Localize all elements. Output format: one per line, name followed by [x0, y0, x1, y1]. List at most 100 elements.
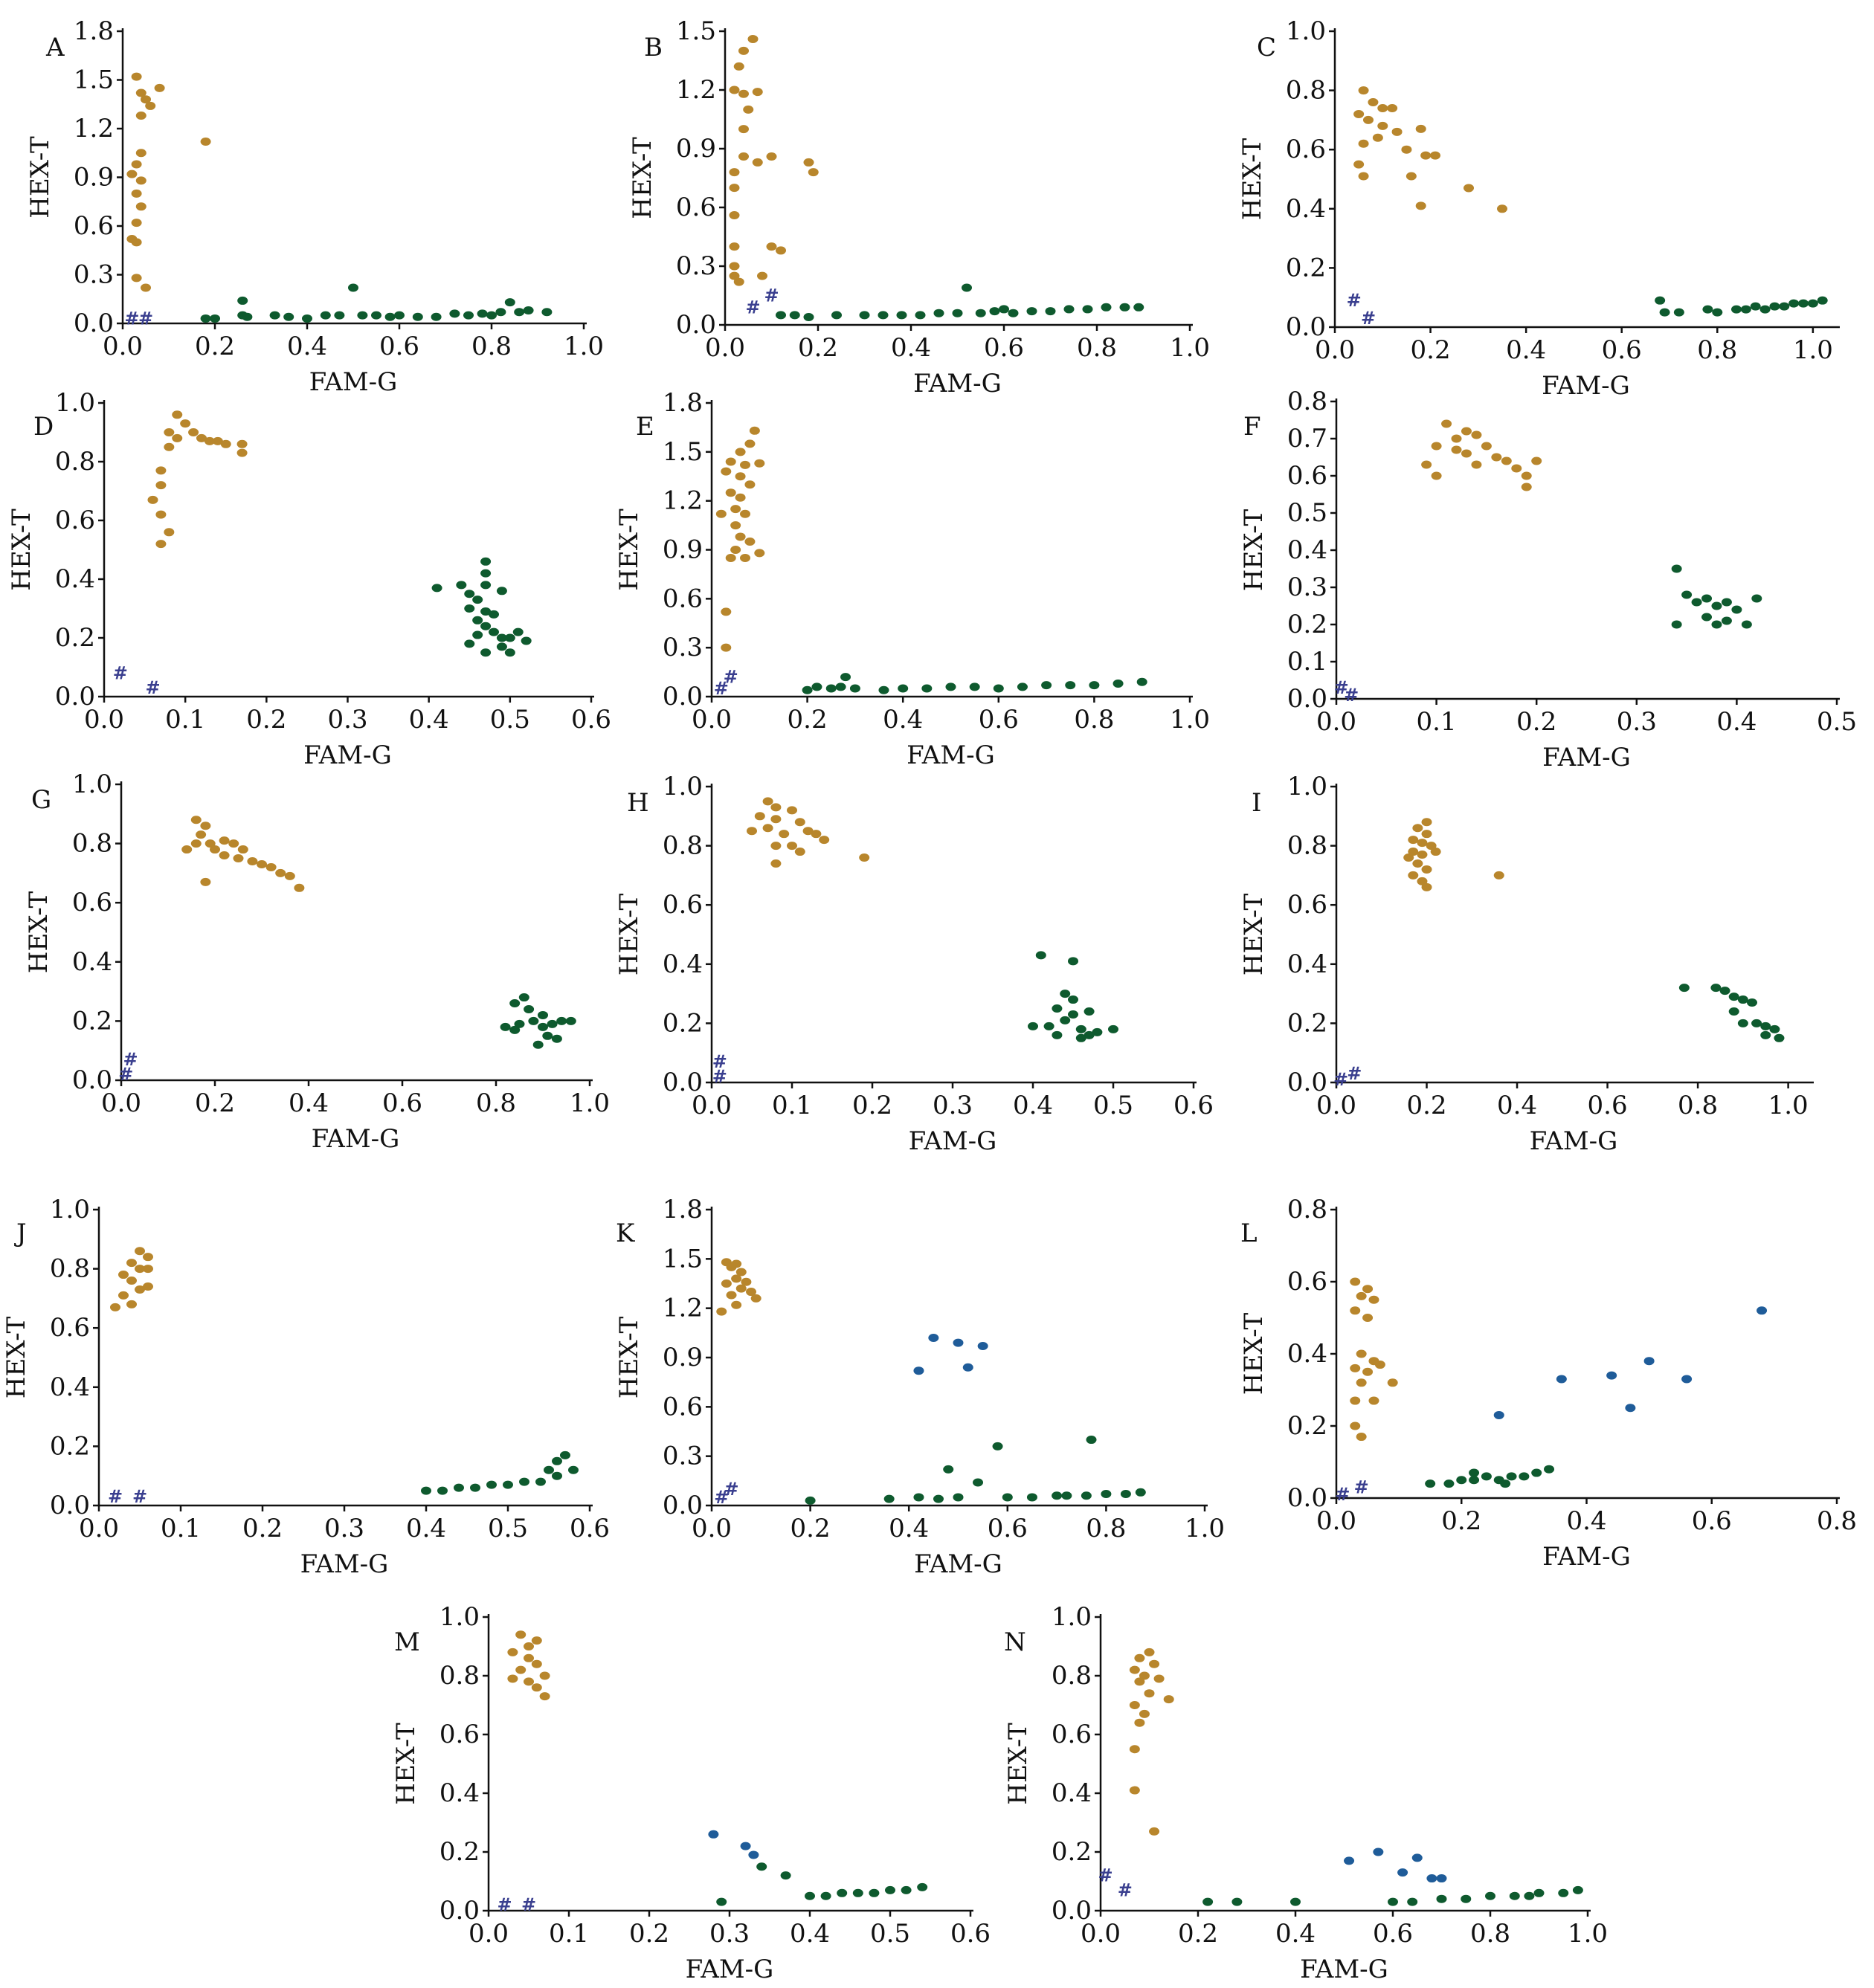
- data-point: [437, 1486, 448, 1495]
- data-point: [1728, 1007, 1739, 1016]
- data-point: [1368, 98, 1379, 107]
- y-axis-label: HEX-T: [1239, 1312, 1269, 1395]
- data-point: [729, 242, 740, 251]
- data-point: [118, 1271, 129, 1279]
- data-point: [135, 112, 146, 120]
- y-tick-label: 0.8: [1286, 76, 1326, 106]
- data-point: [1415, 124, 1426, 133]
- data-point: [1113, 679, 1124, 688]
- x-tick-label: 0.8: [1678, 1091, 1718, 1120]
- data-point: [219, 836, 230, 845]
- data-point: [236, 448, 248, 457]
- data-point: [421, 1486, 431, 1495]
- data-point: [733, 62, 744, 71]
- x-tick-label: 0.6: [382, 1088, 422, 1118]
- data-point: [1108, 1024, 1118, 1033]
- data-point: [532, 1040, 544, 1049]
- y-tick-label: 0.4: [1286, 194, 1326, 224]
- data-point: [1052, 1491, 1063, 1500]
- y-tick-label: 0.0: [663, 1068, 703, 1097]
- data-point: [514, 308, 525, 317]
- y-tick-label: 1.5: [676, 16, 716, 46]
- series-ntc: ##: [1098, 1865, 1132, 1901]
- data-point: [242, 312, 253, 321]
- data-point: [547, 1019, 558, 1028]
- data-point: [1807, 299, 1818, 308]
- data-point: [1481, 1472, 1492, 1481]
- ntc-point: #: [714, 678, 729, 699]
- data-point: [164, 528, 175, 537]
- y-tick-label: 0.6: [55, 506, 95, 535]
- y-tick-label: 0.0: [663, 682, 703, 711]
- data-point: [1412, 824, 1423, 833]
- data-point: [811, 682, 822, 691]
- data-point: [738, 46, 749, 55]
- data-point: [744, 538, 756, 546]
- data-point: [394, 311, 405, 320]
- series-t: [147, 410, 248, 549]
- data-point: [808, 168, 819, 177]
- ntc-point: #: [1098, 1865, 1113, 1886]
- x-tick-label: 0.5: [1093, 1091, 1133, 1120]
- y-tick-label: 0.8: [1287, 387, 1327, 416]
- data-point: [1002, 1493, 1013, 1502]
- data-point: [1461, 427, 1472, 436]
- x-tick-label: 0.0: [1316, 1506, 1356, 1536]
- ntc-point: #: [1344, 685, 1359, 706]
- data-point: [143, 1265, 153, 1274]
- data-point: [913, 1493, 924, 1502]
- data-point: [1558, 1888, 1569, 1897]
- ntc-point: #: [113, 662, 128, 683]
- y-tick-label: 0.6: [676, 193, 716, 222]
- data-point: [921, 684, 933, 693]
- y-tick-label: 0.6: [1287, 1267, 1327, 1297]
- data-point: [1387, 1378, 1398, 1387]
- data-point: [969, 682, 980, 691]
- x-tick-label: 0.4: [1013, 1091, 1053, 1120]
- data-point: [1043, 1022, 1054, 1030]
- series-ntc: ##: [108, 1486, 147, 1507]
- data-point: [917, 1882, 928, 1891]
- x-tick-label: 0.1: [1417, 707, 1457, 737]
- data-point: [220, 439, 231, 448]
- x-tick-label: 0.5: [870, 1919, 910, 1949]
- data-point: [521, 636, 532, 645]
- data-point: [504, 633, 515, 642]
- panel-label: G: [31, 785, 51, 815]
- data-point: [541, 308, 553, 317]
- data-point: [524, 1642, 534, 1650]
- data-point: [470, 1483, 480, 1492]
- series-t: [126, 72, 211, 292]
- data-point: [729, 168, 740, 177]
- ntc-point: #: [521, 1894, 536, 1915]
- data-point: [552, 1471, 562, 1480]
- data-point: [789, 311, 800, 320]
- data-point: [480, 557, 492, 566]
- data-point: [1129, 1745, 1140, 1754]
- data-point: [811, 830, 822, 839]
- x-axis-label: FAM-G: [907, 740, 995, 770]
- data-point: [1456, 1476, 1467, 1485]
- data-point: [489, 627, 499, 636]
- data-point: [1728, 993, 1739, 1001]
- data-point: [975, 309, 986, 317]
- data-point: [852, 1888, 863, 1897]
- data-point: [1443, 1479, 1455, 1488]
- data-point: [1420, 151, 1432, 160]
- y-tick-label: 0.6: [1287, 461, 1327, 491]
- data-point: [155, 481, 167, 490]
- y-tick-label: 0.4: [55, 564, 95, 594]
- y-tick-label: 0.2: [1287, 1008, 1327, 1038]
- y-tick-label: 0.2: [1052, 1837, 1092, 1867]
- data-point: [725, 457, 736, 466]
- series-g: [421, 1450, 579, 1495]
- x-tick-label: 0.2: [242, 1514, 283, 1543]
- data-point: [472, 616, 483, 625]
- data-point: [1747, 998, 1758, 1007]
- x-axis-label: FAM-G: [1530, 1126, 1618, 1156]
- x-tick-label: 0.2: [1516, 707, 1556, 737]
- y-tick-label: 1.5: [663, 437, 703, 467]
- data-point: [1731, 305, 1742, 314]
- data-point: [320, 311, 331, 320]
- x-tick-label: 0.0: [101, 1088, 141, 1118]
